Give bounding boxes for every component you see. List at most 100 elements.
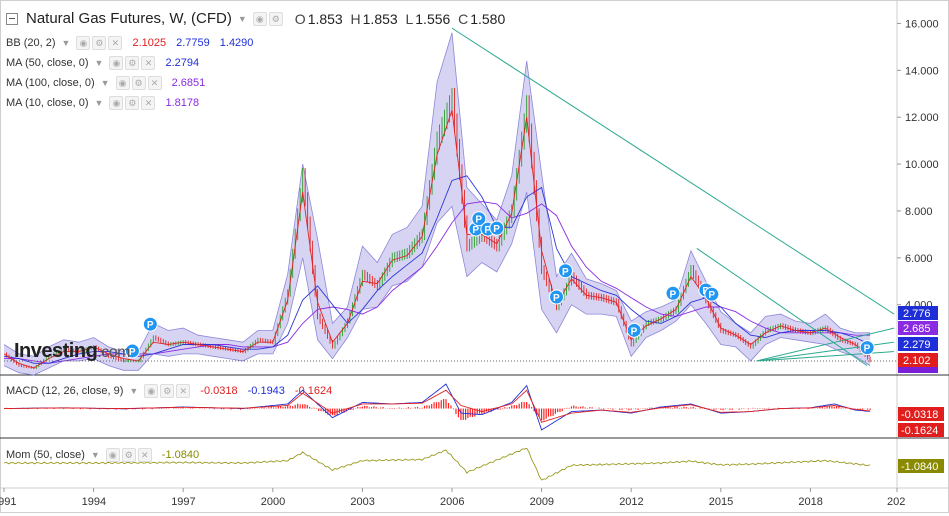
chevron-down-icon[interactable]: ▼ — [61, 38, 71, 48]
bollinger-band-fill — [4, 32, 871, 376]
pattern-marker-label: P — [472, 225, 479, 236]
x-tick-label: 2000 — [261, 496, 285, 508]
indicator-name: BB (20, 2) — [6, 37, 56, 49]
close-icon[interactable]: ✕ — [141, 56, 156, 70]
close-icon[interactable]: ✕ — [147, 76, 162, 90]
eye-icon[interactable]: ◉ — [76, 36, 91, 50]
indicator-name: Mom (50, close) — [6, 449, 85, 461]
eye-icon[interactable]: ◉ — [105, 448, 120, 462]
pattern-marker[interactable] — [626, 322, 642, 338]
gear-icon[interactable]: ⚙ — [125, 96, 140, 110]
indicator-legend[interactable]: MA (10, close, 0) ▼ ◉ ⚙ ✕ 1.8178 — [6, 96, 199, 110]
indicator-value: 2.6851 — [171, 77, 206, 89]
trend-line[interactable] — [451, 27, 895, 315]
y-tick-label: 12.000 — [905, 112, 939, 124]
close-value: 1.580 — [470, 10, 506, 27]
eye-icon[interactable]: ◉ — [115, 76, 130, 90]
x-tick-label: 2009 — [530, 496, 554, 508]
indicator-value: 2.7759 — [176, 37, 210, 49]
pattern-marker-label: P — [129, 347, 136, 358]
indicator-controls: ◉ ⚙ ✕ — [76, 36, 123, 50]
chevron-down-icon[interactable]: ▼ — [100, 78, 110, 88]
pattern-marker[interactable] — [557, 263, 573, 279]
macd-value-label: -0.1624 — [901, 425, 938, 437]
close-icon[interactable]: ✕ — [108, 36, 123, 50]
y-tick-label: 6.000 — [905, 253, 933, 265]
mom-value-label: -1.0840 — [901, 461, 938, 473]
macd-value-label: -0.0318 — [901, 409, 938, 421]
high-value: 1.853 — [362, 10, 398, 27]
investing-logo: Investing.com — [14, 340, 130, 363]
price-label-box — [898, 306, 938, 320]
close-icon[interactable]: ✕ — [137, 448, 152, 462]
pattern-marker-label: P — [562, 267, 569, 278]
bollinger-lower-line — [3, 192, 871, 376]
close-icon[interactable]: ✕ — [176, 384, 191, 398]
trend-line[interactable] — [756, 327, 895, 362]
x-tick-label: 1991 — [0, 496, 16, 508]
indicator-controls: ◉ ⚙ ✕ — [109, 56, 156, 70]
y-tick-label: 14.000 — [905, 65, 939, 77]
gear-icon[interactable]: ⚙ — [131, 76, 146, 90]
indicator-controls: ◉ ⚙ ✕ — [105, 448, 152, 462]
close-icon[interactable]: ✕ — [141, 96, 156, 110]
gear-icon[interactable]: ⚙ — [92, 36, 107, 50]
x-tick-label: 2003 — [350, 496, 374, 508]
pattern-marker[interactable] — [549, 289, 565, 305]
price-label-box — [898, 367, 938, 373]
ohlc-readout: O 1.853 H 1.853 L 1.556 C 1.580 — [295, 11, 505, 27]
pattern-marker-label: P — [484, 225, 491, 236]
pattern-marker[interactable] — [471, 211, 487, 227]
pattern-marker[interactable] — [859, 340, 875, 356]
gear-icon[interactable]: ⚙ — [125, 56, 140, 70]
gear-icon[interactable]: ⚙ — [121, 448, 136, 462]
trend-line[interactable] — [696, 248, 868, 367]
indicator-value: -0.1943 — [247, 385, 285, 397]
y-tick-label: 10.000 — [905, 159, 939, 171]
x-tick-label: 202 — [887, 496, 905, 508]
macd-signal-line — [4, 389, 871, 423]
pattern-marker[interactable] — [665, 285, 681, 301]
chevron-down-icon[interactable]: ▼ — [129, 386, 139, 396]
gear-icon[interactable]: ⚙ — [160, 384, 175, 398]
indicator-legend[interactable]: MA (50, close, 0) ▼ ◉ ⚙ ✕ 2.2794 — [6, 56, 199, 70]
chevron-down-icon[interactable]: ▼ — [94, 98, 104, 108]
price-label: 2.102 — [903, 355, 931, 367]
price-label: 2.776 — [903, 308, 931, 320]
indicator-value: 1.4290 — [219, 37, 254, 49]
mom-legend[interactable]: Mom (50, close) ▼ ◉ ⚙ ✕ -1.0840 — [6, 448, 199, 462]
chevron-down-icon[interactable]: ▼ — [94, 58, 104, 68]
indicator-name: MA (10, close, 0) — [6, 97, 89, 109]
indicator-value: 2.2794 — [165, 57, 200, 69]
momentum-line — [3, 447, 871, 481]
pattern-marker-label: P — [708, 290, 715, 301]
logo-suffix: .com — [97, 344, 130, 361]
bollinger-upper-line — [3, 32, 871, 357]
pattern-marker[interactable] — [142, 316, 158, 332]
gear-icon[interactable]: ⚙ — [268, 11, 283, 26]
collapse-icon[interactable] — [6, 12, 18, 25]
close-key: C — [458, 10, 469, 27]
chevron-down-icon[interactable]: ▼ — [90, 450, 100, 460]
pattern-marker[interactable] — [124, 343, 140, 359]
indicator-value: 2.1025 — [132, 37, 167, 49]
pattern-marker-label: P — [631, 326, 638, 337]
indicator-controls: ◉ ⚙ ✕ — [109, 96, 156, 110]
x-tick-label: 1994 — [82, 496, 106, 508]
indicator-name: MA (50, close, 0) — [6, 57, 89, 69]
chart-title-row: Natural Gas Futures, W, (CFD) ▼ ◉ ⚙ O 1.85… — [6, 10, 505, 27]
pattern-marker[interactable] — [489, 220, 505, 236]
macd-legend[interactable]: MACD (12, 26, close, 9) ▼ ◉ ⚙ ✕ -0.0318 -0.194… — [6, 384, 332, 398]
eye-icon[interactable]: ◉ — [144, 384, 159, 398]
pattern-marker[interactable] — [704, 286, 720, 302]
indicator-legend[interactable]: MA (100, close, 0) ▼ ◉ ⚙ ✕ 2.6851 — [6, 76, 205, 90]
eye-icon[interactable]: ◉ — [109, 96, 124, 110]
eye-icon[interactable]: ◉ — [252, 11, 267, 26]
eye-icon[interactable]: ◉ — [109, 56, 124, 70]
indicator-legend[interactable]: BB (20, 2) ▼ ◉ ⚙ ✕ 2.1025 2.7759 1.4290 — [6, 36, 253, 50]
price-label: 2.279 — [903, 339, 931, 351]
x-tick-label: 1997 — [171, 496, 195, 508]
chevron-down-icon[interactable]: ▼ — [237, 13, 247, 24]
